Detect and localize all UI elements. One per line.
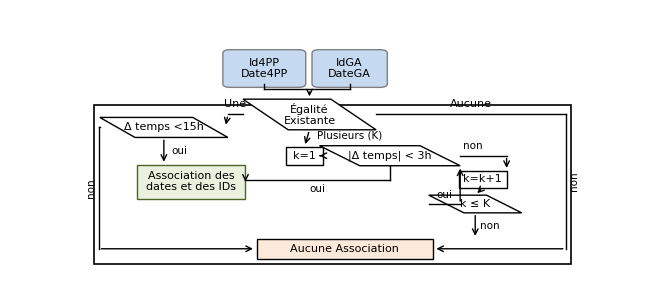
Polygon shape xyxy=(100,118,228,137)
Text: Aucune: Aucune xyxy=(450,99,492,109)
Text: k ≤ K: k ≤ K xyxy=(460,199,491,209)
Text: Égalité
Existante: Égalité Existante xyxy=(283,103,336,126)
Polygon shape xyxy=(429,195,522,213)
Text: IdGA
DateGA: IdGA DateGA xyxy=(329,58,371,79)
Text: oui: oui xyxy=(437,190,452,200)
Text: k=k+1: k=k+1 xyxy=(463,174,502,184)
Text: oui: oui xyxy=(310,184,326,194)
Text: Association des
dates et des IDs: Association des dates et des IDs xyxy=(146,171,237,192)
Text: Id4PP
Date4PP: Id4PP Date4PP xyxy=(240,58,288,79)
Text: k=1: k=1 xyxy=(293,151,316,161)
Text: non: non xyxy=(463,141,482,151)
Text: oui: oui xyxy=(171,146,187,156)
Text: Δ temps <15h: Δ temps <15h xyxy=(124,122,204,132)
Text: |Δ temps| < 3h: |Δ temps| < 3h xyxy=(348,151,432,161)
FancyBboxPatch shape xyxy=(257,239,433,259)
FancyBboxPatch shape xyxy=(137,165,246,199)
Text: Plusieurs (K): Plusieurs (K) xyxy=(317,131,382,141)
FancyBboxPatch shape xyxy=(223,50,306,88)
FancyBboxPatch shape xyxy=(286,147,323,165)
FancyBboxPatch shape xyxy=(312,50,388,88)
Text: Aucune Association: Aucune Association xyxy=(290,244,399,254)
Text: non: non xyxy=(480,221,500,231)
FancyBboxPatch shape xyxy=(459,171,507,188)
Polygon shape xyxy=(243,99,376,130)
Text: non: non xyxy=(86,178,96,198)
Text: non: non xyxy=(569,172,579,192)
Text: Une: Une xyxy=(224,99,246,109)
Polygon shape xyxy=(319,146,460,166)
